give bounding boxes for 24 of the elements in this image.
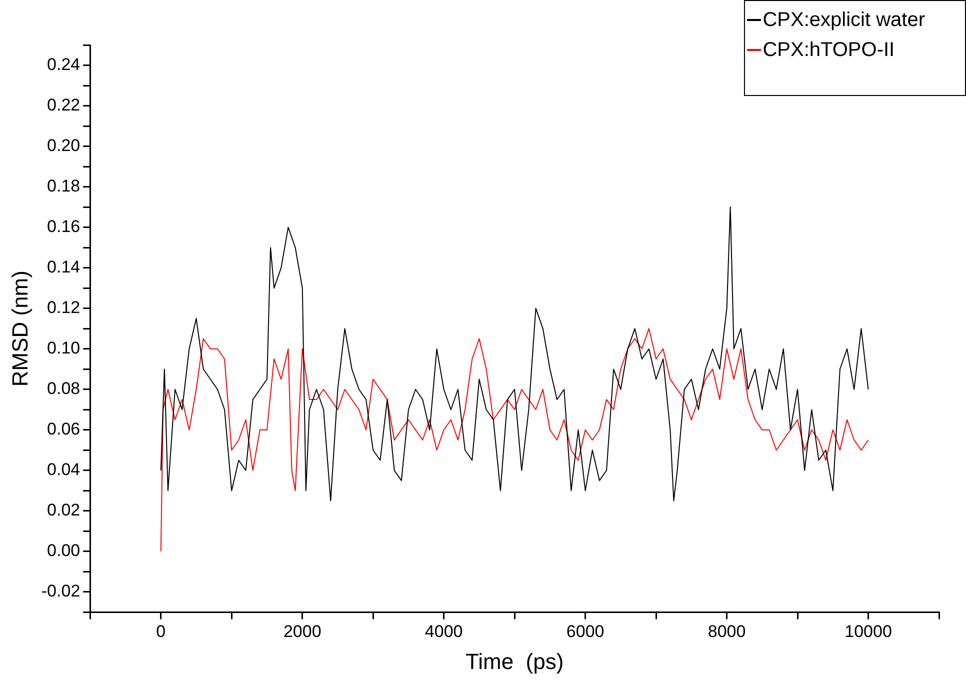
x-tick-label: 2000 xyxy=(283,622,322,642)
x-tick-label: 10000 xyxy=(844,622,892,642)
legend-label: CPX:explicit water xyxy=(762,8,925,32)
y-tick-label: 0.00 xyxy=(47,541,80,560)
x-axis-title: Time (ps) xyxy=(465,648,564,674)
y-tick-label: 0.02 xyxy=(47,500,80,520)
y-tick-label: 0.08 xyxy=(47,379,80,398)
y-tick-label: 0.22 xyxy=(47,95,80,114)
x-tick-label: 4000 xyxy=(424,622,463,642)
y-tick-label: 0.12 xyxy=(47,298,80,318)
y-tick-label: 0.10 xyxy=(47,338,80,358)
y-axis-title: RMSD (nm) xyxy=(7,270,32,387)
y-tick-label: -0.02 xyxy=(41,582,80,601)
y-tick-label: 0.04 xyxy=(47,460,80,480)
x-tick-label: 6000 xyxy=(566,622,604,642)
y-tick-label: 0.06 xyxy=(47,420,80,439)
y-tick-label: 0.18 xyxy=(47,176,80,196)
x-tick-label: 8000 xyxy=(708,622,746,642)
y-tick-label: 0.20 xyxy=(47,136,80,155)
y-tick-label: 0.16 xyxy=(47,217,80,236)
legend-label: CPX:hTOPO-II xyxy=(762,38,895,62)
y-tick-label: 0.24 xyxy=(47,54,80,74)
x-tick-label: 0 xyxy=(156,622,166,642)
y-tick-label: 0.14 xyxy=(47,258,80,277)
